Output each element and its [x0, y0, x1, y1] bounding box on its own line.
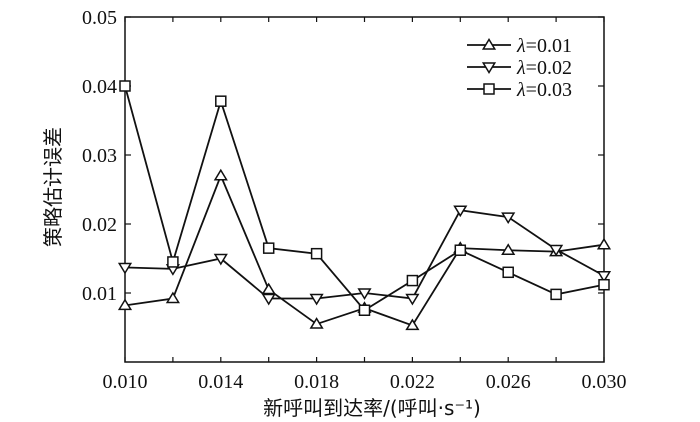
series-2-point — [501, 212, 516, 225]
series-1-point — [309, 317, 324, 329]
series-3-point — [262, 242, 275, 254]
x-tick-label: 0.018 — [294, 371, 339, 393]
series-3-point — [598, 278, 610, 291]
series-2 — [117, 205, 612, 306]
series-2-point — [596, 271, 612, 283]
legend-label: λ=0.02 — [516, 57, 572, 79]
legend-label: λ=0.01 — [516, 35, 572, 57]
y-tick-label: 0.02 — [82, 214, 117, 236]
series-1-point — [261, 282, 276, 295]
x-tick-label: 0.026 — [486, 371, 531, 393]
series-3-line — [124, 85, 605, 312]
y-axis-title: 策略估计误差 — [41, 127, 65, 247]
x-tick-label: 0.010 — [103, 371, 148, 393]
legend-label: λ=0.03 — [516, 79, 572, 101]
y-tick-label: 0.01 — [82, 283, 117, 305]
series-1-point — [501, 243, 516, 255]
x-tick-label: 0.014 — [198, 371, 243, 393]
series-2-point — [405, 293, 420, 306]
series-1-point — [405, 318, 420, 331]
series-3-point — [550, 288, 562, 301]
series-1-point — [596, 237, 612, 250]
series-1-point — [165, 291, 180, 304]
series-2-point — [357, 288, 372, 300]
legend-item-1: λ=0.01 — [467, 35, 572, 57]
series-3-point — [358, 304, 371, 316]
series-2-point — [117, 262, 133, 275]
legend-item-2: λ=0.02 — [467, 57, 572, 79]
y-tick-label: 0.04 — [82, 76, 117, 98]
legend-marker — [483, 83, 495, 95]
legend: λ=0.01λ=0.02λ=0.03 — [467, 35, 572, 101]
legend-marker — [481, 38, 497, 50]
series-3-point — [310, 247, 323, 260]
series-3-point — [406, 274, 419, 287]
y-tick-label: 0.03 — [82, 145, 117, 167]
series-1-point — [117, 298, 133, 311]
x-tick-label: 0.030 — [582, 371, 627, 393]
legend-marker — [481, 62, 497, 74]
series-3-point — [215, 95, 227, 107]
series-3-point — [502, 266, 514, 279]
series-2-point — [261, 293, 276, 306]
series-2-line — [124, 209, 605, 300]
series-2-point — [453, 205, 468, 218]
series-layer — [117, 80, 612, 331]
ticks: 0.010 0.014 0.018 0.022 0.026 0.030 0.01 0.02 0.… — [82, 7, 627, 393]
series-2-point — [549, 244, 564, 257]
y-tick-label: 0.05 — [82, 7, 117, 29]
x-axis-title: 新呼叫到达率/(呼叫·s⁻¹) — [263, 396, 481, 420]
x-tick-label: 0.022 — [390, 371, 435, 393]
series-2-point — [309, 293, 324, 306]
series-2-point — [213, 253, 228, 266]
series-3 — [119, 80, 610, 316]
series-1-point — [213, 168, 228, 181]
series-3-point — [167, 256, 179, 268]
series-3-point — [119, 80, 131, 92]
legend-item-3: λ=0.03 — [467, 79, 572, 101]
series-3-point — [454, 244, 467, 256]
